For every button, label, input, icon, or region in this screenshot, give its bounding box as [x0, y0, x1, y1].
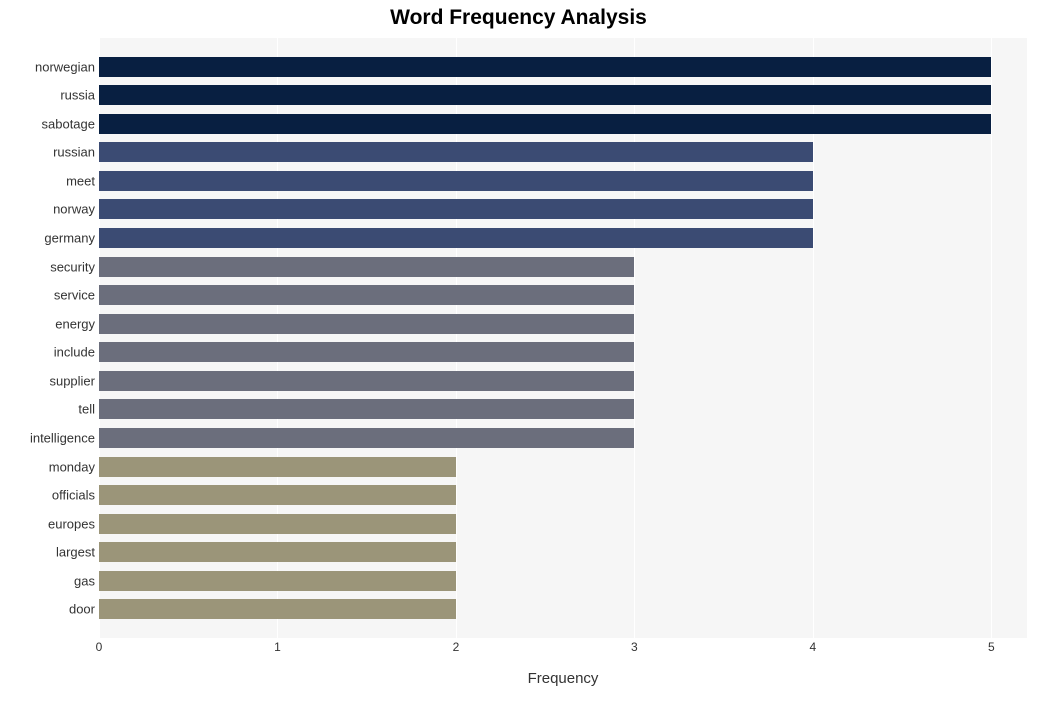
y-tick-label: gas: [74, 573, 95, 588]
bar: [99, 542, 456, 562]
x-tick-label: 1: [274, 640, 281, 654]
bar: [99, 142, 813, 162]
y-tick-label: meet: [66, 173, 95, 188]
y-tick-label: security: [50, 259, 95, 274]
bar: [99, 571, 456, 591]
bar: [99, 228, 813, 248]
bar: [99, 171, 813, 191]
bar: [99, 485, 456, 505]
y-axis-labels: norwegian russia sabotage russian meet norway…: [0, 38, 95, 638]
bar: [99, 371, 634, 391]
y-tick-label: supplier: [49, 373, 95, 388]
bars-container: [99, 38, 1027, 638]
x-axis-labels: 0 1 2 3 4 5: [99, 640, 1027, 660]
bar: [99, 514, 456, 534]
y-tick-label: include: [54, 345, 95, 360]
y-tick-label: energy: [55, 316, 95, 331]
plot-area: [99, 38, 1027, 638]
y-tick-label: largest: [56, 545, 95, 560]
x-tick-label: 4: [810, 640, 817, 654]
y-tick-label: intelligence: [30, 431, 95, 446]
bar: [99, 285, 634, 305]
bar: [99, 342, 634, 362]
y-tick-label: norwegian: [35, 59, 95, 74]
word-frequency-chart: Word Frequency Analysis norwegian russia s…: [0, 0, 1037, 701]
x-tick-label: 0: [96, 640, 103, 654]
bar: [99, 257, 634, 277]
x-tick-label: 3: [631, 640, 638, 654]
y-tick-label: tell: [78, 402, 95, 417]
y-tick-label: monday: [49, 459, 95, 474]
y-tick-label: russia: [60, 88, 95, 103]
chart-title: Word Frequency Analysis: [0, 6, 1037, 30]
y-tick-label: norway: [53, 202, 95, 217]
y-tick-label: officials: [52, 488, 95, 503]
bar: [99, 599, 456, 619]
bar: [99, 114, 991, 134]
bar: [99, 314, 634, 334]
y-tick-label: germany: [44, 231, 95, 246]
y-tick-label: door: [69, 602, 95, 617]
bar: [99, 457, 456, 477]
y-tick-label: sabotage: [42, 116, 96, 131]
y-tick-label: russian: [53, 145, 95, 160]
bar: [99, 85, 991, 105]
bar: [99, 57, 991, 77]
bar: [99, 428, 634, 448]
x-tick-label: 2: [453, 640, 460, 654]
bar: [99, 399, 634, 419]
x-axis-title: Frequency: [99, 670, 1027, 687]
bar: [99, 199, 813, 219]
x-tick-label: 5: [988, 640, 995, 654]
y-tick-label: service: [54, 288, 95, 303]
y-tick-label: europes: [48, 516, 95, 531]
